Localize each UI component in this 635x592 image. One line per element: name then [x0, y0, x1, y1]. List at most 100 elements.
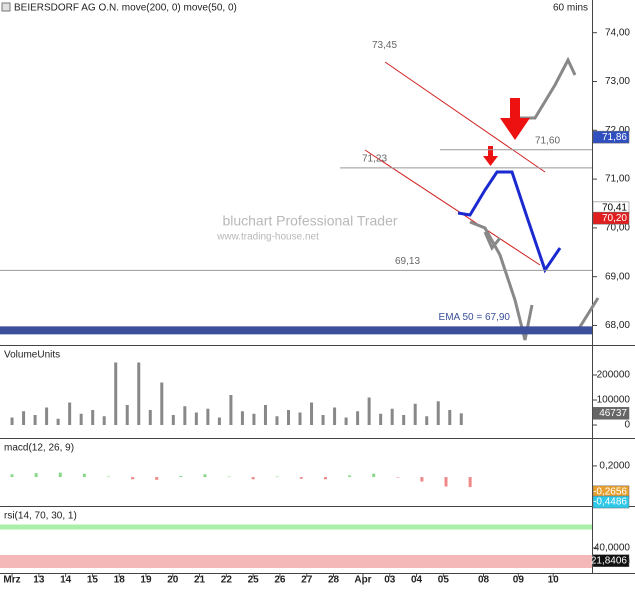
- bar: [367, 397, 371, 425]
- bar: [459, 413, 463, 425]
- bar: [333, 407, 337, 425]
- bar: [275, 416, 279, 425]
- x-tick-label: 26: [274, 575, 286, 586]
- bar: [323, 477, 327, 480]
- bar: [425, 416, 429, 425]
- bar: [413, 403, 417, 425]
- panel: bluchart Professional Trader www.trading-…: [0, 3, 630, 335]
- chart-subtitle: 60 mins: [553, 3, 588, 14]
- bar: [131, 477, 135, 480]
- x-tick-label: 13: [33, 575, 45, 586]
- channel-line: [364, 149, 541, 266]
- y-tick-label: 72,00: [605, 125, 630, 136]
- bar: [286, 410, 290, 425]
- y-tick-label: 0,2000: [599, 461, 630, 472]
- bar: [160, 382, 164, 425]
- value-marker-label: -0,2656: [593, 486, 627, 497]
- x-tick-label: 15: [87, 575, 99, 586]
- y-tick-label: 40,0000: [594, 543, 631, 554]
- bar: [229, 395, 233, 425]
- bar: [125, 405, 129, 425]
- bar: [344, 417, 348, 425]
- bar: [91, 410, 95, 425]
- x-tick-label: 27: [301, 575, 313, 586]
- value-marker: [592, 495, 630, 509]
- x-tick-label: 22: [221, 575, 233, 586]
- x-tick-label: 09: [513, 575, 525, 586]
- y-tick-label: 69,00: [605, 271, 630, 282]
- bar: [299, 477, 303, 479]
- bar: [82, 473, 86, 478]
- projection-blue: [457, 170, 562, 274]
- x-tick-label: 05: [438, 575, 450, 586]
- window-icon[interactable]: [1, 2, 11, 12]
- value-marker-label: 70,41: [602, 203, 627, 214]
- x-tick-label: 14: [60, 575, 72, 586]
- bar: [179, 475, 183, 478]
- x-tick-label: Mrz: [3, 575, 20, 586]
- bar: [33, 415, 37, 425]
- y-tick-label: 70,00: [605, 223, 630, 234]
- value-marker: [592, 554, 630, 567]
- bar: [22, 411, 26, 425]
- value-marker: [592, 211, 630, 225]
- bar: [298, 412, 302, 425]
- bar: [102, 416, 106, 425]
- x-tick-label: 21: [194, 575, 206, 586]
- bar: [194, 412, 198, 425]
- bar: [402, 415, 406, 425]
- ema-label: EMA 50 = 67,90: [439, 312, 511, 323]
- y-tick-label: 200000: [597, 370, 631, 381]
- panel-title: rsi(14, 70, 30, 1): [4, 511, 77, 522]
- y-tick-label: 0: [624, 420, 630, 431]
- y-tick-label: 73,00: [605, 76, 630, 87]
- projection-gray: [576, 297, 600, 331]
- x-tick-label: 04: [411, 575, 423, 586]
- bar: [148, 410, 152, 425]
- bar: [263, 405, 267, 425]
- x-tick-label: 19: [140, 575, 152, 586]
- bar: [468, 477, 472, 488]
- value-marker-label: 21,8406: [591, 555, 628, 566]
- bar: [396, 477, 400, 478]
- value-marker: [592, 130, 630, 144]
- bar: [114, 362, 118, 425]
- bar: [217, 417, 221, 425]
- bar: [310, 402, 314, 425]
- x-tick-label: Apr: [354, 575, 371, 586]
- bar: [252, 413, 256, 425]
- bar: [227, 476, 231, 478]
- bar: [68, 402, 72, 425]
- bar: [34, 473, 38, 478]
- projection-gray: [483, 231, 502, 251]
- value-marker-label: 70,20: [602, 213, 627, 224]
- bar: [10, 417, 14, 425]
- bar: [321, 415, 325, 425]
- level-label: 69,13: [395, 256, 420, 267]
- y-tick-label: 100000: [597, 395, 631, 406]
- level-label: 71,60: [535, 135, 560, 146]
- bar: [444, 477, 448, 487]
- bar: [240, 411, 244, 425]
- value-marker-label: -0,4486: [593, 497, 627, 508]
- bar: [137, 362, 141, 425]
- red-arrow: [500, 98, 530, 140]
- bar: [58, 472, 62, 478]
- watermark: www.trading-house.net: [216, 232, 319, 243]
- peak-label: 73,45: [372, 40, 397, 51]
- ema-band: [0, 326, 592, 335]
- bar: [203, 474, 207, 478]
- x-tick-label: 25: [248, 575, 260, 586]
- bar: [171, 415, 175, 425]
- bar: [251, 477, 255, 480]
- bar: [45, 407, 49, 425]
- panel-title: VolumeUnits: [4, 350, 60, 361]
- bar: [372, 473, 376, 478]
- panel-title: macd(12, 26, 9): [4, 443, 74, 454]
- oversold-band: [0, 554, 592, 568]
- x-tick-label: 03: [384, 575, 396, 586]
- chart-title: BEIERSDORF AG O.N. move(200, 0) move(50,…: [14, 3, 237, 14]
